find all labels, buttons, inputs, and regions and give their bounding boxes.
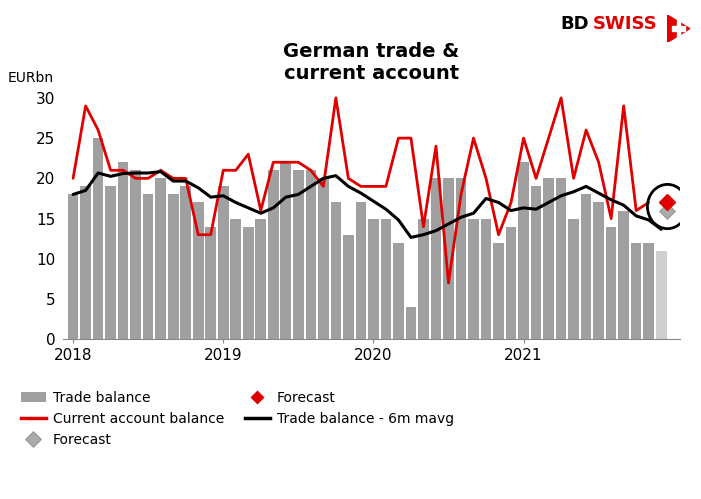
Title: German trade &
current account: German trade & current account	[283, 42, 460, 83]
Bar	[631, 243, 641, 339]
Bar	[481, 219, 491, 339]
Bar	[368, 219, 379, 339]
Bar	[205, 227, 216, 339]
Bar	[581, 195, 592, 339]
Bar	[280, 162, 291, 339]
Bar	[418, 219, 429, 339]
Bar	[676, 20, 681, 37]
Bar	[531, 187, 541, 339]
Bar	[143, 195, 154, 339]
Bar	[618, 211, 629, 339]
Bar	[231, 219, 241, 339]
Bar	[168, 195, 179, 339]
Bar	[430, 178, 442, 339]
Bar	[156, 178, 166, 339]
Bar	[180, 187, 191, 339]
Bar	[556, 178, 566, 339]
Bar	[443, 178, 454, 339]
Bar	[672, 26, 686, 31]
Legend: Trade balance, Current account balance, Forecast, Forecast, Trade balance - 6m m: Trade balance, Current account balance, …	[21, 391, 454, 447]
Text: BD: BD	[561, 15, 590, 33]
Bar	[218, 187, 229, 339]
Bar	[243, 227, 254, 339]
Bar	[255, 219, 266, 339]
Bar	[656, 251, 667, 339]
Bar	[456, 178, 466, 339]
Bar	[518, 162, 529, 339]
Bar	[81, 187, 91, 339]
Bar	[543, 178, 554, 339]
Bar	[130, 170, 141, 339]
Bar	[593, 203, 604, 339]
Bar	[118, 162, 128, 339]
Bar	[193, 203, 203, 339]
Text: SWISS: SWISS	[592, 15, 657, 33]
Bar	[343, 235, 354, 339]
Bar	[318, 178, 329, 339]
Polygon shape	[667, 15, 690, 42]
Bar	[355, 203, 366, 339]
Bar	[569, 219, 579, 339]
Bar	[393, 243, 404, 339]
Bar	[494, 243, 504, 339]
Bar	[268, 170, 278, 339]
Bar	[93, 138, 104, 339]
Bar	[331, 203, 341, 339]
Bar	[644, 243, 654, 339]
Bar	[606, 227, 616, 339]
Bar	[105, 187, 116, 339]
Bar	[505, 227, 517, 339]
Bar	[68, 195, 79, 339]
Bar	[306, 170, 316, 339]
Bar	[381, 219, 391, 339]
Bar	[293, 170, 304, 339]
Bar	[406, 307, 416, 339]
Text: EURbn: EURbn	[8, 71, 54, 85]
Bar	[468, 219, 479, 339]
